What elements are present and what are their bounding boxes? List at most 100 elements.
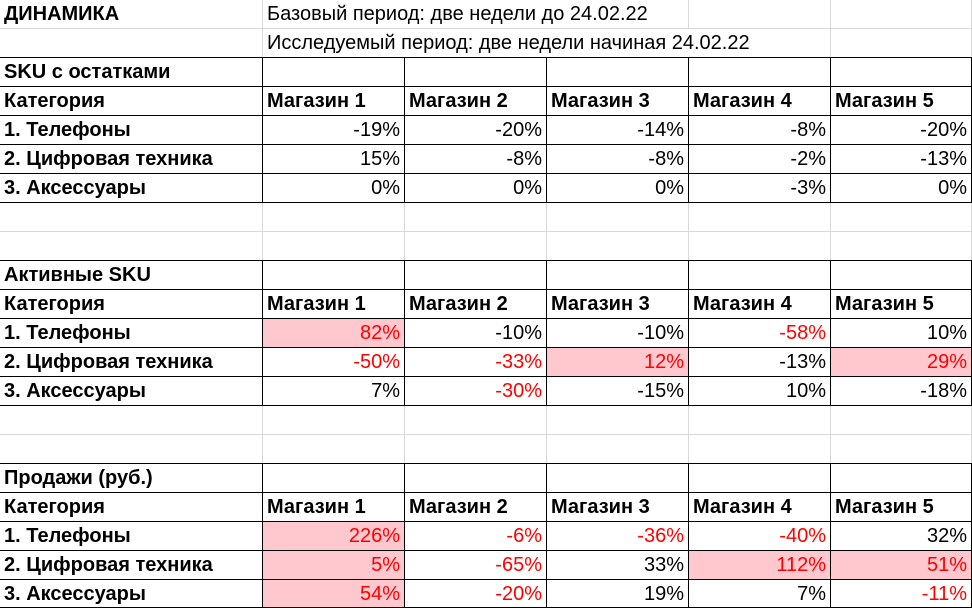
empty-cell (405, 435, 547, 464)
value-cell: 19% (547, 580, 689, 608)
empty-cell (263, 463, 405, 493)
sheet-title: ДИНАМИКА (0, 0, 263, 29)
category-label: 3. Аксессуары (0, 580, 263, 608)
value-cell: 5% (263, 551, 405, 580)
value-cell: 32% (831, 522, 972, 551)
category-label: 2. Цифровая техника (0, 145, 263, 174)
value-cell: -13% (831, 145, 972, 174)
value-cell: 54% (263, 580, 405, 608)
value-cell: 15% (263, 145, 405, 174)
value-cell: -20% (405, 116, 547, 145)
empty-cell (547, 260, 689, 290)
empty-cell (263, 435, 405, 464)
value-cell: -14% (547, 116, 689, 145)
empty-cell (689, 203, 831, 232)
column-header: Магазин 5 (831, 493, 972, 522)
value-cell: 0% (547, 174, 689, 203)
empty-cell (689, 435, 831, 464)
empty-cell (405, 203, 547, 232)
value-cell: 0% (405, 174, 547, 203)
study-period: Исследуемый период: две недели начиная 2… (263, 29, 831, 58)
empty-cell (547, 232, 689, 261)
empty-cell (547, 57, 689, 87)
value-cell: -10% (405, 319, 547, 348)
category-label: 3. Аксессуары (0, 174, 263, 203)
column-header: Магазин 2 (405, 493, 547, 522)
value-cell: -36% (547, 522, 689, 551)
value-cell: -19% (263, 116, 405, 145)
value-cell: -13% (689, 348, 831, 377)
column-header: Магазин 4 (689, 493, 831, 522)
empty-cell (547, 406, 689, 435)
empty-cell (689, 406, 831, 435)
empty-cell (831, 260, 972, 290)
empty-cell (405, 232, 547, 261)
empty-cell (405, 57, 547, 87)
value-cell: 112% (689, 551, 831, 580)
value-cell: 33% (547, 551, 689, 580)
value-cell: 12% (547, 348, 689, 377)
empty-cell (831, 0, 972, 29)
empty-cell (831, 29, 972, 58)
value-cell: 226% (263, 522, 405, 551)
value-cell: -30% (405, 377, 547, 406)
row-header-label: Категория (0, 87, 263, 116)
value-cell: -20% (831, 116, 972, 145)
empty-cell (263, 57, 405, 87)
value-cell: -58% (689, 319, 831, 348)
value-cell: 29% (831, 348, 972, 377)
value-cell: 51% (831, 551, 972, 580)
empty-cell (263, 260, 405, 290)
value-cell: -8% (405, 145, 547, 174)
empty-cell (263, 203, 405, 232)
value-cell: 10% (689, 377, 831, 406)
empty-cell (0, 232, 263, 261)
empty-cell (689, 463, 831, 493)
empty-cell (831, 463, 972, 493)
empty-cell (547, 203, 689, 232)
value-cell: -8% (689, 116, 831, 145)
value-cell: -6% (405, 522, 547, 551)
column-header: Магазин 3 (547, 87, 689, 116)
column-header: Магазин 5 (831, 290, 972, 319)
empty-cell (831, 203, 972, 232)
value-cell: -20% (405, 580, 547, 608)
value-cell: -11% (831, 580, 972, 608)
column-header: Магазин 5 (831, 87, 972, 116)
empty-cell (0, 435, 263, 464)
value-cell: 82% (263, 319, 405, 348)
empty-cell (405, 463, 547, 493)
row-header-label: Категория (0, 290, 263, 319)
value-cell: 0% (263, 174, 405, 203)
empty-cell (831, 435, 972, 464)
section-title: Продажи (руб.) (0, 463, 263, 493)
empty-cell (689, 0, 831, 29)
category-label: 1. Телефоны (0, 116, 263, 145)
empty-cell (263, 406, 405, 435)
category-label: 1. Телефоны (0, 522, 263, 551)
value-cell: 7% (263, 377, 405, 406)
empty-cell (0, 29, 263, 58)
column-header: Магазин 1 (263, 87, 405, 116)
empty-cell (831, 57, 972, 87)
value-cell: -40% (689, 522, 831, 551)
empty-cell (547, 435, 689, 464)
empty-cell (0, 406, 263, 435)
base-period: Базовый период: две недели до 24.02.22 (263, 0, 689, 29)
value-cell: -50% (263, 348, 405, 377)
empty-cell (405, 406, 547, 435)
empty-cell (547, 463, 689, 493)
empty-cell (689, 57, 831, 87)
value-cell: -3% (689, 174, 831, 203)
value-cell: -2% (689, 145, 831, 174)
value-cell: -65% (405, 551, 547, 580)
column-header: Магазин 1 (263, 493, 405, 522)
empty-cell (689, 260, 831, 290)
column-header: Магазин 4 (689, 290, 831, 319)
empty-cell (831, 406, 972, 435)
column-header: Магазин 2 (405, 87, 547, 116)
empty-cell (0, 203, 263, 232)
column-header: Магазин 2 (405, 290, 547, 319)
category-label: 1. Телефоны (0, 319, 263, 348)
